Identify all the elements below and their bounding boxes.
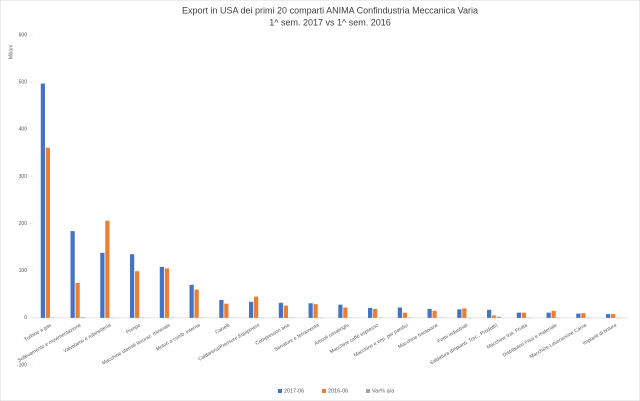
y-tick-label: 0 [24,315,27,321]
bar [521,312,526,318]
legend-swatch [366,389,370,393]
y-tick-label: -100 [17,362,27,368]
bar [581,313,586,318]
bar [397,307,402,318]
bar [487,309,492,318]
legend-swatch [278,389,282,393]
bar [135,271,140,318]
bar [40,83,45,318]
legend-label: 2017-06 [284,388,304,394]
y-tick-label: 200 [19,221,28,227]
bar [313,304,318,318]
bar [278,302,283,318]
y-tick-label: 100 [19,268,28,274]
bar [189,284,194,318]
bar [546,312,551,318]
bar [159,266,164,318]
legend-label: Var% a/a [372,388,395,394]
bar [75,282,80,318]
bar [427,308,432,318]
bar [283,305,288,318]
bar [611,314,616,318]
bar [343,307,348,318]
y-tick-label: 300 [19,174,28,180]
bar [308,303,313,318]
bar [254,296,259,318]
bar [432,310,437,318]
bar [100,252,105,318]
bar [373,308,378,318]
bar [130,254,135,318]
bar [551,310,556,318]
bar [606,314,611,318]
bar [219,299,224,318]
bar [457,309,462,318]
bar [492,315,497,318]
bar [338,304,343,318]
y-tick-label: 500 [19,79,28,85]
bar [105,220,110,318]
bar [497,316,502,318]
bar [45,147,50,318]
y-tick-label: 600 [19,32,28,38]
bar [224,303,229,318]
bar [516,312,521,318]
bar [80,317,85,318]
bar [164,268,169,318]
bar [368,307,373,318]
bar [70,231,75,318]
y-axis-label: Milioni [8,45,14,59]
bar [249,301,254,318]
chart-subtitle: 1^ sem. 2017 vs 1^ sem. 2016 [269,17,391,27]
y-tick-label: 400 [19,127,28,133]
legend-label: 2016-06 [328,388,348,394]
bar [194,289,199,318]
bar [402,312,407,318]
chart-title: Export in USA dei primi 20 comparti ANIM… [182,5,478,15]
bar [462,308,467,318]
bar [576,313,581,318]
legend-swatch [322,389,326,393]
